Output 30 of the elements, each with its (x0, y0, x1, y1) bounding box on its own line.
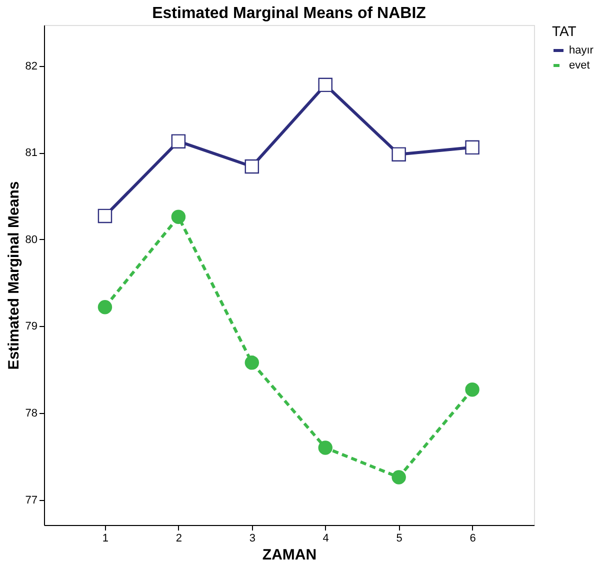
legend-label: hayır (569, 44, 594, 56)
y-axis-title: Estimated Marginal Means (5, 181, 22, 370)
point (465, 140, 480, 155)
y-tick-label: 78 (25, 408, 38, 420)
y-tick-label: 82 (25, 60, 38, 72)
point (465, 382, 480, 397)
point (392, 147, 406, 162)
chart-title: Estimated Marginal Means of NABIZ (152, 5, 426, 22)
x-tick-label: 1 (102, 532, 109, 544)
point (318, 78, 332, 92)
point (244, 356, 260, 370)
x-tick-label: 6 (470, 532, 476, 544)
point (392, 470, 406, 484)
x-tick-label: 4 (322, 532, 329, 544)
x-tick-label: 5 (396, 532, 402, 544)
point (171, 134, 186, 148)
y-tick-label: 79 (25, 320, 38, 333)
y-tick-label: 77 (25, 494, 38, 506)
x-axis-title: ZAMAN (262, 546, 317, 564)
point (98, 208, 112, 224)
x-tick-label: 2 (176, 532, 182, 544)
point (244, 159, 260, 174)
legend-title: TAT (552, 23, 577, 39)
y-tick-label: 80 (25, 234, 38, 246)
point (318, 440, 332, 455)
x-tick-label: 3 (249, 532, 256, 544)
legend-label: evet (569, 60, 590, 72)
point (98, 300, 112, 314)
point (171, 210, 186, 224)
y-tick-label: 81 (25, 147, 38, 160)
